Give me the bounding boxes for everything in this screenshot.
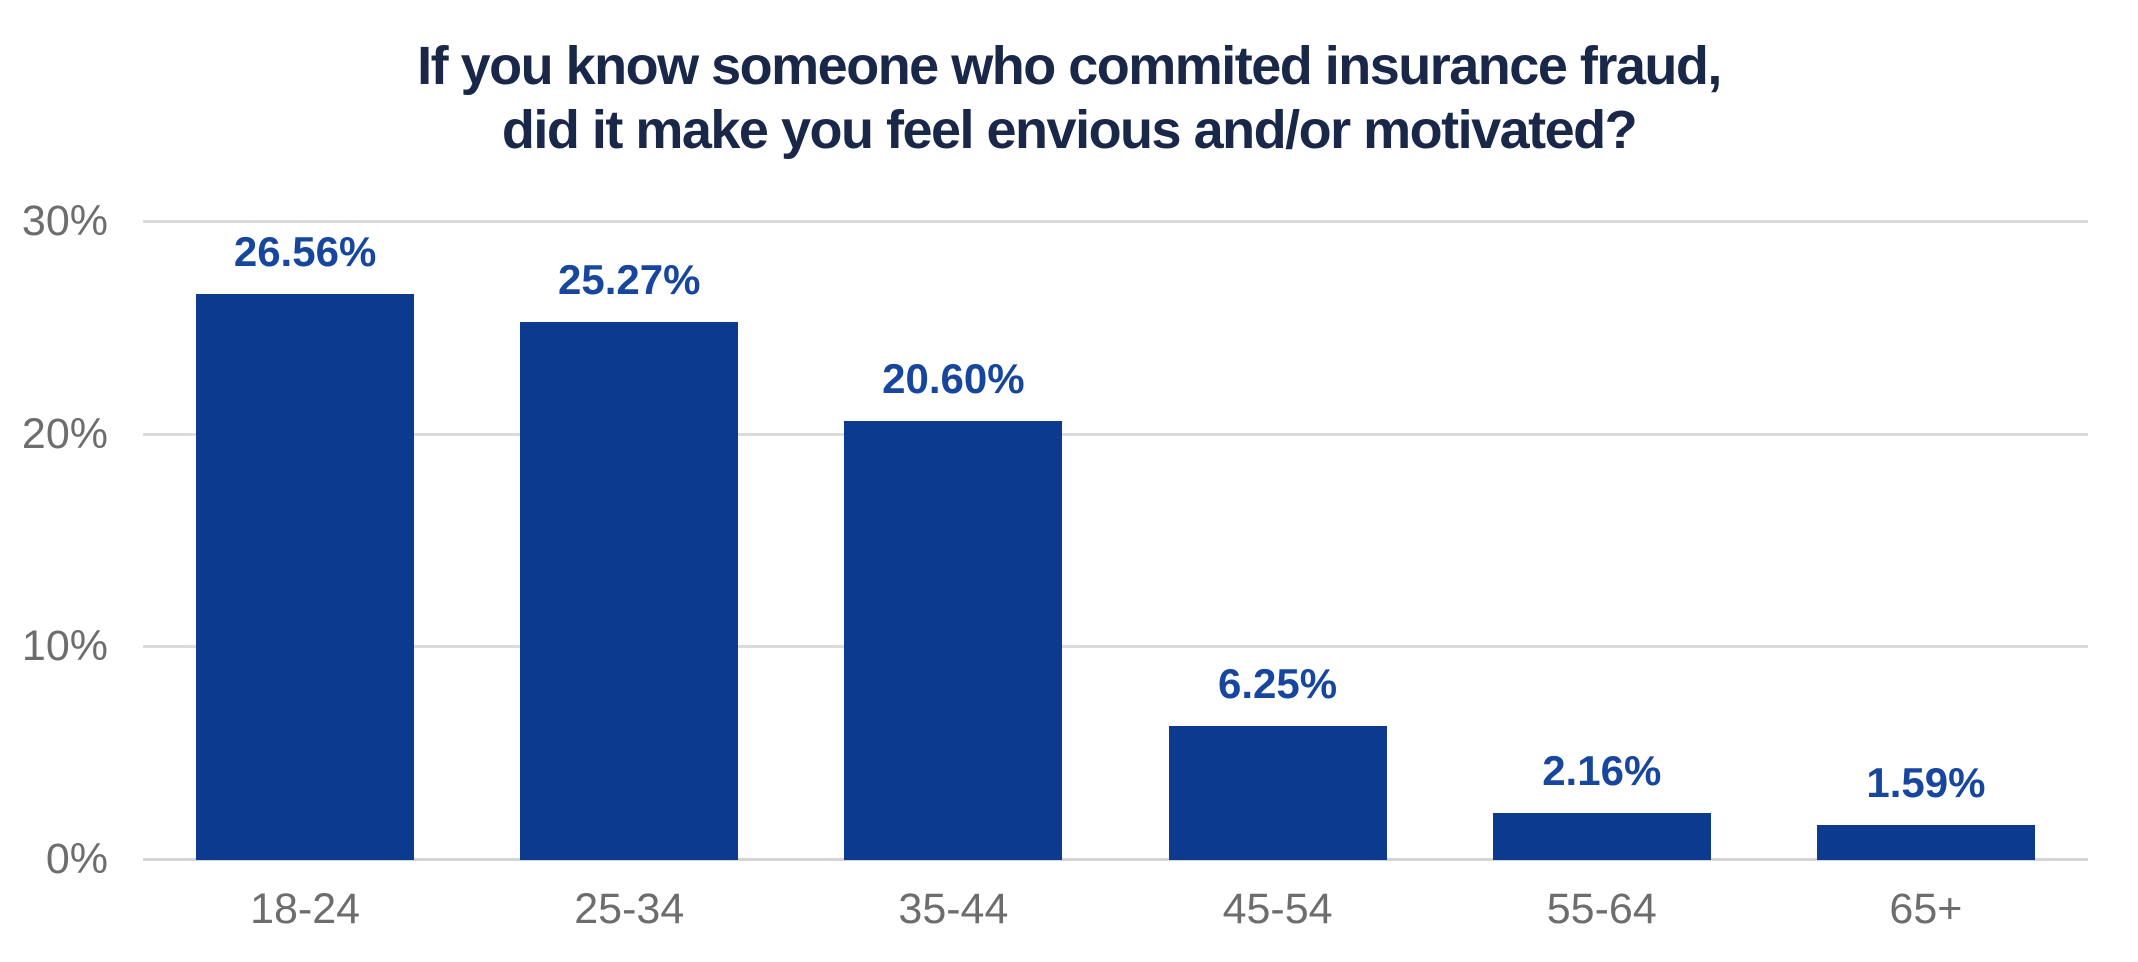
bar-35-44 <box>844 420 1063 860</box>
bar-25-34 <box>520 321 739 860</box>
bar-value-label: 6.25% <box>1218 660 1338 708</box>
x-tick-label: 18-24 <box>250 885 361 933</box>
bar-18-24 <box>196 294 415 860</box>
gridline <box>143 219 2088 223</box>
bar-value-label: 26.56% <box>233 228 377 276</box>
x-tick-label: 65+ <box>1889 885 1963 933</box>
x-tick-label: 45-54 <box>1222 885 1333 933</box>
x-tick-label: 35-44 <box>898 885 1009 933</box>
y-tick-label: 10% <box>21 622 108 671</box>
gridline <box>143 432 2088 436</box>
x-tick-label: 25-34 <box>574 885 685 933</box>
chart-title: If you know someone who commited insuran… <box>417 36 1722 160</box>
y-tick-label: 0% <box>45 835 108 883</box>
x-axis-baseline <box>143 858 2088 861</box>
bar-45-54 <box>1168 726 1387 860</box>
y-tick-label: 30% <box>21 196 108 245</box>
bar-value-label: 2.16% <box>1542 747 1662 795</box>
x-tick-label: 55-64 <box>1546 885 1657 933</box>
gridline <box>143 645 2088 649</box>
bar-value-label: 20.60% <box>882 354 1025 402</box>
bar-65+ <box>1816 825 2035 860</box>
bar-value-label: 25.27% <box>558 255 701 303</box>
y-tick-label: 20% <box>21 409 108 458</box>
bar-55-64 <box>1492 813 1711 860</box>
bar-value-label: 1.59% <box>1866 759 1986 807</box>
